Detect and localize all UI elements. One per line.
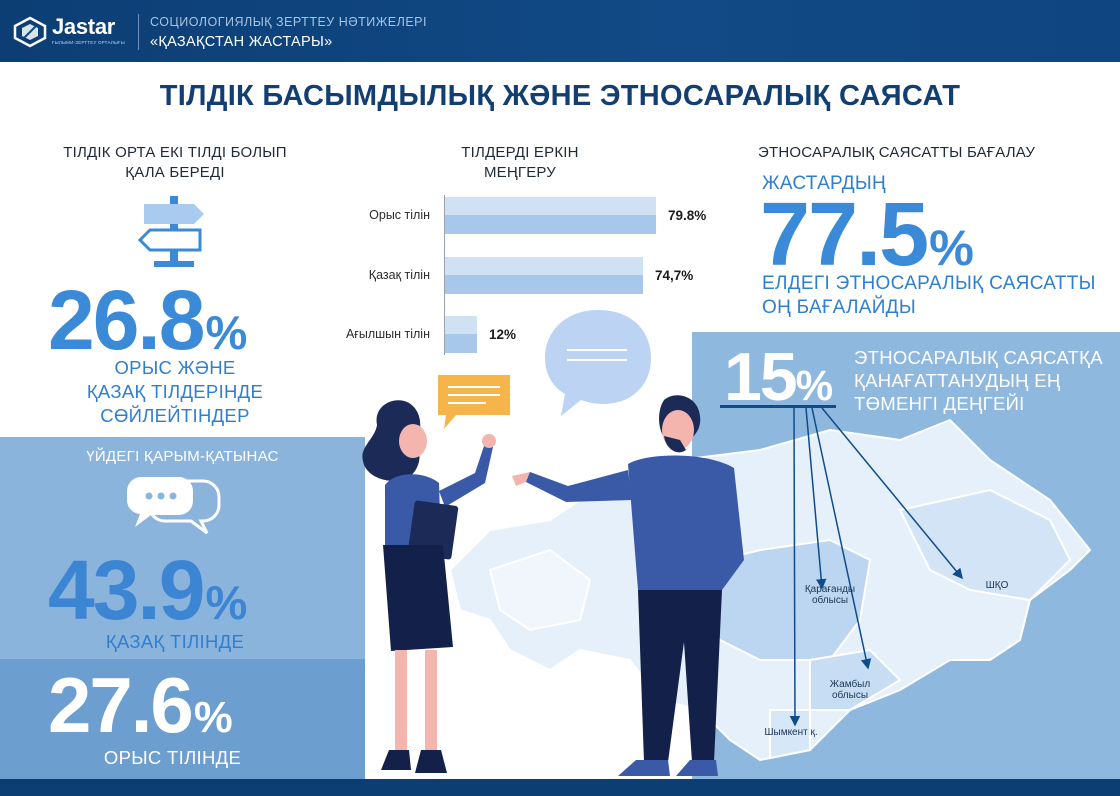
bilingual-section-title: ТІЛДІК ОРТА ЕКІ ТІЛДІ БОЛЫП ҚАЛА БЕРЕДІ — [40, 143, 310, 183]
speech-bubble-yellow-icon — [438, 375, 510, 429]
positive-caption-line2: ОҢ БАҒАЛАЙДЫ — [762, 297, 916, 318]
kazakh-home-pct-sign: % — [205, 576, 248, 629]
bilingual-caption-line2: ҚАЗАҚ ТІЛДЕРІНДЕ — [86, 381, 264, 402]
proficiency-title-line1: ТІЛДЕРДІ ЕРКІН — [461, 144, 579, 161]
low-satisfaction-value: 15 — [724, 339, 798, 415]
kazakh-home-percentage: 43.9% — [48, 548, 247, 632]
bilingual-caption-line1: ОРЫС ЖӘНЕ — [114, 357, 236, 378]
low-satisfaction-line3: ТӨМЕНГІ ДЕҢГЕЙІ — [854, 393, 1025, 414]
positive-caption-line1: ЕЛДЕГІ ЭТНОСАРАЛЫҚ САЯСАТТЫ — [762, 273, 1096, 294]
logo-subtext: ҒЫЛЫМИ-ЗЕРТТЕУ ОРТАЛЫҒЫ — [52, 40, 125, 45]
low-satisfaction-line1: ЭТНОСАРАЛЫҚ САЯСАТҚА — [854, 347, 1103, 368]
positive-assessment-value: 77.5 — [760, 185, 929, 285]
russian-language-panel — [0, 659, 365, 779]
footer-bar — [0, 779, 1120, 796]
kazakh-home-caption: ҚАЗАҚ ТІЛІНДЕ — [105, 631, 245, 652]
page-title: ТІЛДІК БАСЫМДЫЛЫҚ ЖӘНЕ ЭТНОСАРАЛЫҚ САЯСА… — [159, 80, 961, 112]
header-bar: Jastar ҒЫЛЫМИ-ЗЕРТТЕУ ОРТАЛЫҒЫ СОЦИОЛОГИ… — [0, 0, 1120, 62]
region-zhambyl-line2: облысы — [831, 690, 869, 701]
region-shymkent-line1: Шымкент қ. — [764, 727, 818, 738]
chart-axis-line — [444, 195, 445, 355]
bar-value-label: 74,7% — [655, 268, 694, 283]
man-illustration — [512, 395, 744, 776]
bilingual-pct-sign: % — [205, 306, 248, 359]
logo-text: Jastar — [52, 14, 116, 39]
low-satisfaction-caption: ЭТНОСАРАЛЫҚ САЯСАТҚА ҚАНАҒАТТАНУДЫҢ ЕҢ Т… — [854, 346, 1103, 415]
speech-bubble-blue-icon — [545, 310, 651, 416]
region-shko-line1: ШҚО — [985, 580, 1009, 591]
bilingual-title-line1: ТІЛДІК ОРТА ЕКІ ТІЛДІ БОЛЫП — [63, 144, 287, 161]
russian-home-caption: ОРЫС ТІЛІНДЕ — [103, 747, 242, 768]
kazakh-home-value: 43.9 — [48, 543, 205, 637]
language-proficiency-title: ТІЛДЕРДІ ЕРКІН МЕҢГЕРУ — [430, 143, 610, 183]
positive-assessment-caption: ЕЛДЕГІ ЭТНОСАРАЛЫҚ САЯСАТТЫ ОҢ БАҒАЛАЙДЫ — [762, 272, 1112, 320]
low-satisfaction-underline — [720, 405, 836, 408]
woman-illustration — [362, 400, 496, 773]
policy-assessment-title: ЭТНОСАРАЛЫҚ САЯСАТТЫ БАҒАЛАУ — [758, 144, 1036, 161]
bilingual-title-line2: ҚАЛА БЕРЕДІ — [125, 164, 225, 181]
bar — [445, 316, 477, 353]
bilingual-value: 26.8 — [48, 273, 205, 367]
bar-category-label: Орыс тілін — [369, 208, 430, 222]
bilingual-caption-line3: СӨЙЛЕЙТІНДЕР — [100, 405, 250, 426]
russian-home-pct-sign: % — [193, 693, 233, 742]
russian-home-value: 27.6 — [48, 661, 194, 749]
header-subtitle-line2: «ҚАЗАҚСТАН ЖАСТАРЫ» — [150, 34, 333, 50]
low-satisfaction-line2: ҚАНАҒАТТАНУДЫҢ ЕҢ — [854, 370, 1061, 391]
chat-bubbles-icon — [127, 477, 221, 535]
positive-assessment-pct-sign: % — [929, 219, 974, 276]
region-label-karaganda: Қарағанды облысы — [795, 584, 865, 606]
kazakhstan-map — [448, 418, 1092, 762]
bar — [445, 257, 643, 294]
header-subtitle-line1: СОЦИОЛОГИЯЛЫҚ ЗЕРТТЕУ НӘТИЖЕЛЕРІ — [150, 15, 427, 29]
proficiency-title-line2: МЕҢГЕРУ — [483, 164, 557, 181]
bar-value-label: 79.8% — [668, 208, 707, 223]
header-divider — [138, 14, 139, 50]
low-satisfaction-pct-sign: % — [795, 362, 834, 409]
home-communication-panel — [0, 437, 365, 659]
region-karaganda-line1: Қарағанды — [804, 584, 856, 595]
jastar-logo-icon — [13, 16, 47, 48]
bar-category-label: Ағылшын тілін — [345, 327, 430, 341]
bar-category-label: Қазақ тілін — [368, 268, 430, 282]
youth-label: ЖАСТАРДЫҢ — [762, 173, 887, 194]
region-label-shko: ШҚО — [975, 580, 1019, 591]
russian-home-percentage: 27.6% — [48, 666, 233, 744]
bilingual-percentage: 26.8% — [48, 278, 247, 362]
region-label-zhambyl: Жамбыл облысы — [818, 679, 882, 701]
positive-assessment-percentage: 77.5% — [760, 190, 974, 280]
bar — [445, 197, 656, 234]
region-zhambyl-line1: Жамбыл — [829, 679, 871, 690]
signpost-icon — [137, 196, 204, 267]
low-satisfaction-percentage: 15% — [724, 343, 833, 411]
home-communication-title: ҮЙДЕГІ ҚАРЫМ-ҚАТЫНАС — [86, 448, 279, 465]
bar-value-label: 12% — [489, 327, 517, 342]
region-karaganda-line2: облысы — [811, 595, 849, 606]
region-label-shymkent: Шымкент қ. — [756, 727, 826, 738]
bilingual-caption: ОРЫС ЖӘНЕ ҚАЗАҚ ТІЛДЕРІНДЕ СӨЙЛЕЙТІНДЕР — [40, 356, 310, 428]
